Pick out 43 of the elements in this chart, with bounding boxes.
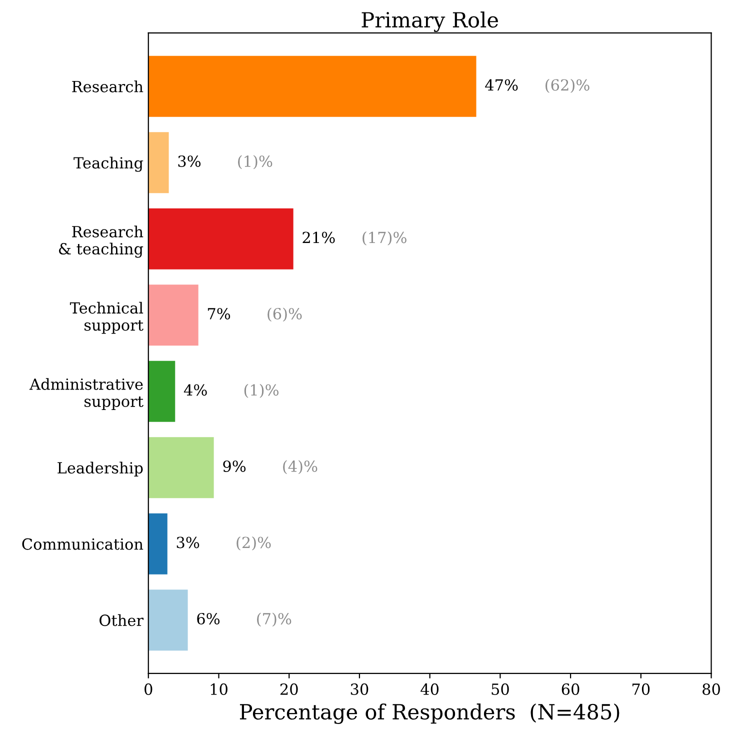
y-tick-label: Communication <box>22 538 144 550</box>
y-tick-label: Leadership <box>58 462 143 477</box>
data-label: 3% <box>176 536 200 548</box>
x-tick-label: 70 <box>632 683 650 695</box>
chart-title: Primary Role <box>362 12 498 32</box>
data-label: 21% <box>302 232 335 244</box>
annotation: (2)% <box>236 536 271 550</box>
y-tick-label: Technical support <box>70 302 144 334</box>
bar <box>148 590 188 651</box>
data-label: 6% <box>197 612 220 624</box>
x-tick-label: 40 <box>420 683 439 695</box>
annotation: (6)% <box>268 308 302 322</box>
y-tick-label: Administrative support <box>29 378 144 410</box>
x-tick-label: 80 <box>702 683 720 695</box>
bar <box>148 56 476 117</box>
y-tick-label: Research & teaching <box>58 226 144 258</box>
y-tick-label: Research <box>72 80 144 92</box>
data-label: 4% <box>184 384 207 396</box>
annotation: (4)% <box>283 460 318 474</box>
annotation: (17)% <box>362 231 406 246</box>
bar <box>148 437 214 498</box>
x-axis-title: Percentage of Responders (N=485) <box>240 704 620 724</box>
annotation: (62)% <box>546 78 590 93</box>
bar <box>148 513 168 574</box>
bar <box>148 132 169 194</box>
x-tick-label: 60 <box>562 683 580 695</box>
x-tick-label: 20 <box>280 683 298 695</box>
x-tick-label: 30 <box>350 683 368 695</box>
annotation: (7)% <box>257 612 292 627</box>
data-label: 3% <box>178 155 201 167</box>
data-label: 7% <box>208 308 230 320</box>
bar <box>148 360 176 422</box>
y-tick-label: Other <box>100 614 144 626</box>
data-label: 47% <box>485 79 518 91</box>
annotation: (1)% <box>244 384 278 398</box>
bar <box>148 208 294 270</box>
x-tick-label: 50 <box>492 683 509 695</box>
x-tick-label: 10 <box>210 683 228 695</box>
x-tick-label: 0 <box>144 683 152 695</box>
bar <box>148 284 198 346</box>
annotation: (1)% <box>238 155 272 170</box>
y-tick-label: Teaching <box>74 156 144 172</box>
data-label: 9% <box>223 460 246 472</box>
